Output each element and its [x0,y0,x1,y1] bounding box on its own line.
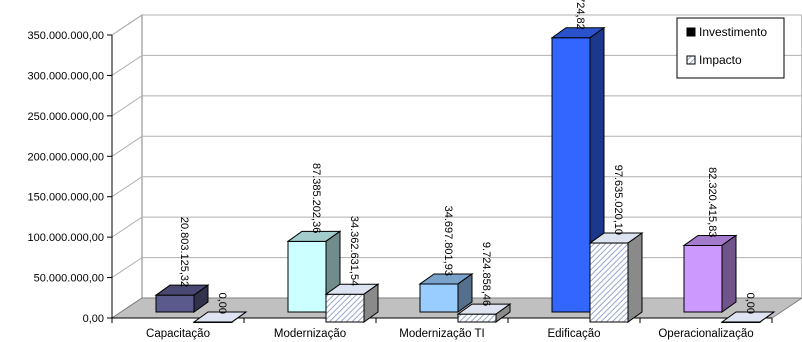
data-label: 0,00 [744,293,756,314]
legend-label: Impacto [699,53,742,67]
legend-swatch-impacto [686,55,696,65]
bar-impacto [192,311,248,323]
y-tick-label: 0,00 [83,313,104,325]
data-label: 9.724.858,46 [480,242,492,306]
data-label: 34.362.631,54 [348,216,360,286]
y-tick-label: 200.000.000,00 [28,151,104,163]
bar-side [495,303,511,323]
x-tick-label: Modernização TI [399,328,484,340]
bar-side [193,284,209,313]
bar-impacto [324,283,380,323]
legend-label: Investimento [699,25,767,39]
legend: Investimento Impacto [676,17,785,79]
data-label: 82.320.415,83 [706,167,718,237]
bar-front [551,37,591,313]
legend-swatch-investimento [686,27,696,37]
y-tick-label: 250.000.000,00 [28,111,104,123]
bar-side [231,311,247,323]
x-tick-label: Operacionalização [658,328,753,340]
data-label: 34.697.801,93 [442,206,454,276]
bars [154,26,776,323]
y-tick-label: 100.000.000,00 [28,232,104,244]
bar-impacto [720,311,776,323]
bar-front [419,283,459,313]
bar-front [325,293,365,323]
bar-impacto [456,303,512,323]
data-label: 339.180.724,82 [574,0,586,30]
bar-side [457,272,473,313]
axes: 0,00 50.000.000,00 100.000.000,00 150.000.0… [28,30,773,340]
bar-side [759,311,775,323]
bar-front [287,240,327,313]
data-label: 0,00 [216,293,228,314]
data-label: 20.803.125,32 [178,217,190,287]
bar-investimento [418,272,474,313]
bar-front [155,294,195,313]
y-tick-label: 300.000.000,00 [28,70,104,82]
x-tick-label: Edificação [547,328,600,340]
x-tick-label: Capacitação [146,328,210,340]
data-label: 97.635.020,10 [612,165,624,235]
gridline [111,14,802,36]
y-tick-label: 350.000.000,00 [28,30,104,42]
bar-front [589,242,629,323]
bar-impacto [588,232,644,323]
bar-front [457,313,497,323]
y-tick-label: 50.000.000,00 [34,273,104,285]
x-tick-label: Modernização [274,328,346,340]
bar-side [363,283,379,323]
data-label: 87.385.202,36 [310,163,322,233]
bar-investimento [154,284,210,313]
bar-side [627,232,643,323]
bar-side [721,234,737,313]
data-labels: 20.803.125,32 0,00 87.385.202,36 34.362.631… [178,0,756,314]
bar-investimento [682,234,738,313]
bar-front [683,244,723,313]
side-wall [111,14,143,319]
y-tick-label: 150.000.000,00 [28,192,104,204]
